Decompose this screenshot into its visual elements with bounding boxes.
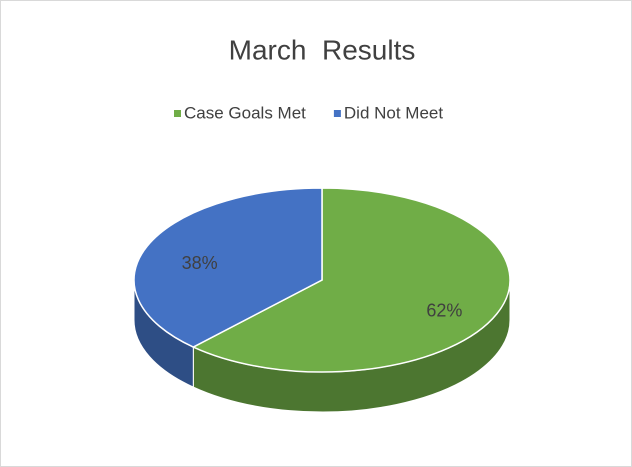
legend-label: Case Goals Met: [184, 103, 306, 122]
data-label: 62%: [426, 300, 462, 320]
chart-title: March Results: [229, 34, 416, 65]
slice: [191, 187, 511, 373]
data-label: 38%: [182, 253, 218, 273]
legend-label: Did Not Meet: [344, 103, 443, 122]
legend-swatch: [174, 110, 181, 117]
legend-swatch: [333, 110, 341, 117]
slice: [133, 187, 323, 348]
